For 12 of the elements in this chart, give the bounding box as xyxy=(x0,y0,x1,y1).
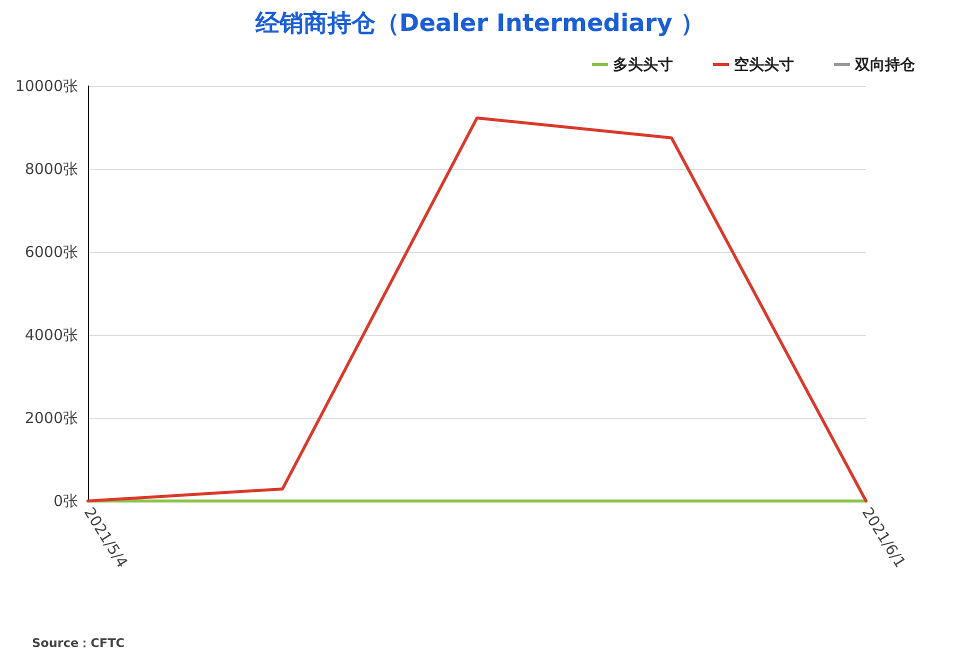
legend-label: 双向持仓 xyxy=(854,56,916,74)
line-series xyxy=(86,116,868,502)
legend-label: 多头头寸 xyxy=(613,56,673,74)
y-tick-label: 8000张 xyxy=(24,160,78,178)
source-note: Source：CFTC xyxy=(32,636,125,650)
y-tick-label: 2000张 xyxy=(24,409,78,427)
chart-title: 经销商持仓（Dealer Intermediary ） xyxy=(254,9,705,37)
y-tick-label: 10000张 xyxy=(15,77,78,95)
y-tick-label: 0张 xyxy=(53,492,78,510)
y-tick-label: 4000张 xyxy=(24,326,78,344)
y-tick-label: 6000张 xyxy=(24,243,78,261)
legend-label: 空头头寸 xyxy=(734,56,794,74)
